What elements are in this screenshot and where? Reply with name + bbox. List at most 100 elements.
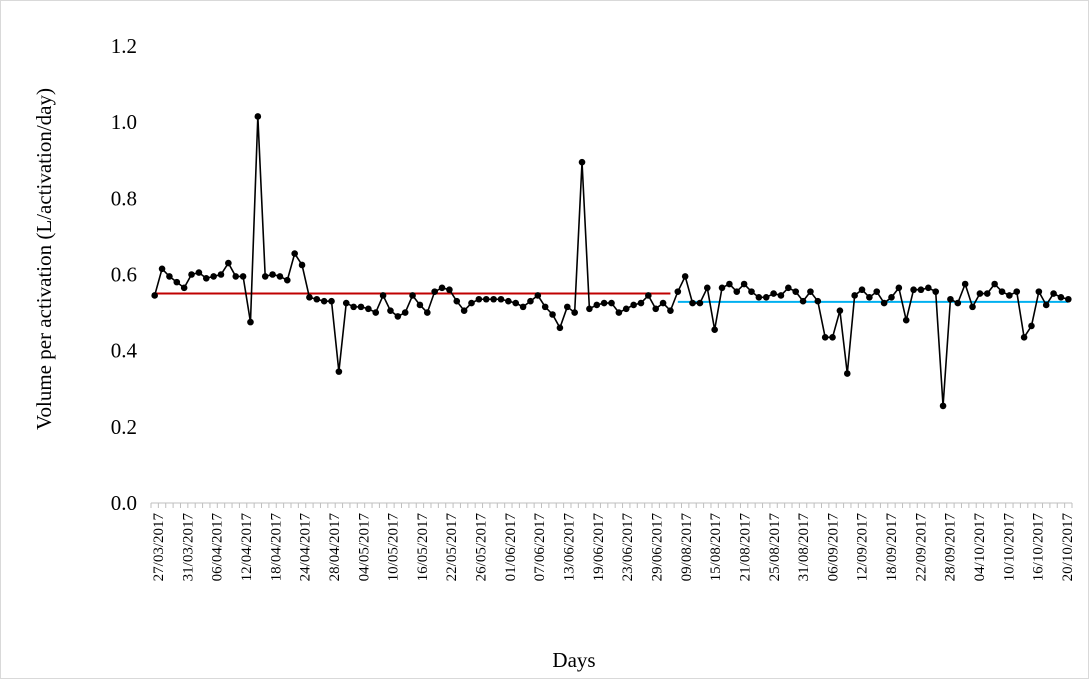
data-point — [482, 295, 490, 303]
y-tick-label: 0.2 — [111, 415, 137, 439]
data-point — [600, 299, 608, 307]
y-tick-label: 1.2 — [111, 34, 137, 58]
x-tick-label: 06/09/2017 — [825, 513, 841, 582]
x-tick-label: 20/10/2017 — [1060, 513, 1076, 582]
data-point — [733, 288, 741, 295]
data-point — [755, 294, 763, 301]
data-point — [401, 309, 409, 316]
data-point — [969, 303, 976, 311]
data-point — [497, 295, 505, 303]
data-point — [843, 370, 851, 377]
data-point — [593, 301, 601, 309]
data-point — [961, 280, 969, 288]
data-point — [711, 326, 718, 334]
data-point — [276, 273, 284, 280]
data-point — [1050, 290, 1057, 297]
x-tick-label: 12/09/2017 — [855, 513, 871, 582]
data-point — [762, 294, 770, 301]
data-point — [932, 288, 939, 295]
data-point — [836, 307, 844, 314]
x-tick-label: 12/04/2017 — [239, 513, 255, 582]
data-point — [173, 278, 181, 286]
data-point — [622, 305, 630, 313]
data-point — [409, 292, 416, 299]
data-point — [534, 292, 542, 299]
data-point — [453, 297, 461, 305]
x-tick-label: 15/08/2017 — [708, 513, 724, 582]
data-point — [394, 313, 402, 320]
data-point — [571, 309, 578, 316]
x-tick-label: 31/03/2017 — [180, 513, 196, 582]
x-tick-label: 10/10/2017 — [1001, 513, 1017, 582]
data-point — [976, 290, 984, 297]
data-point — [777, 292, 785, 299]
data-point — [431, 288, 438, 295]
data-point — [792, 288, 799, 295]
data-point — [541, 303, 549, 311]
data-point — [416, 301, 424, 309]
x-tick-label: 27/03/2017 — [151, 513, 167, 582]
data-point — [1065, 295, 1072, 303]
data-point — [158, 265, 166, 273]
data-point — [424, 309, 431, 316]
data-point — [313, 295, 321, 303]
data-point — [342, 299, 350, 307]
data-point — [667, 307, 674, 314]
data-point — [247, 318, 254, 326]
data-point — [814, 297, 822, 305]
x-tick-label: 09/08/2017 — [679, 513, 695, 582]
data-point — [151, 292, 158, 299]
x-tick-label: 16/10/2017 — [1031, 513, 1047, 582]
data-point — [505, 297, 512, 305]
data-point — [608, 299, 615, 307]
x-axis-label: Days — [552, 648, 595, 672]
x-tick-label: 28/09/2017 — [943, 513, 959, 582]
y-tick-label: 0.6 — [111, 263, 137, 287]
data-point — [880, 299, 888, 307]
data-point — [637, 299, 645, 307]
data-point — [195, 269, 203, 276]
data-point — [681, 273, 689, 280]
data-point — [1035, 288, 1043, 295]
x-tick-label: 31/08/2017 — [796, 513, 812, 582]
data-point — [460, 307, 468, 314]
data-point — [1028, 322, 1035, 330]
data-point — [335, 368, 343, 375]
data-point — [807, 288, 814, 295]
data-point — [851, 292, 858, 299]
data-point — [320, 297, 328, 305]
data-point — [269, 271, 276, 278]
data-point — [217, 271, 225, 278]
x-tick-label: 18/09/2017 — [884, 513, 900, 582]
data-point — [925, 284, 932, 292]
data-point — [563, 303, 571, 311]
x-tick-label: 22/05/2017 — [444, 513, 460, 582]
data-point — [387, 307, 394, 314]
data-point — [630, 301, 637, 309]
x-tick-label: 19/06/2017 — [591, 513, 607, 582]
data-point — [446, 286, 453, 294]
y-axis: 0.0 0.2 0.4 0.6 0.8 1.0 1.2 — [111, 34, 138, 515]
data-point — [748, 288, 755, 295]
data-point — [645, 292, 652, 299]
data-point — [166, 273, 173, 280]
x-tick-label: 26/05/2017 — [474, 513, 490, 582]
data-series — [151, 113, 1072, 410]
x-tick-label: 16/05/2017 — [415, 513, 431, 582]
data-point — [674, 288, 682, 295]
data-point — [902, 316, 910, 324]
data-point — [615, 309, 623, 316]
x-tick-label: 04/10/2017 — [972, 513, 988, 582]
data-point — [866, 294, 873, 301]
data-point — [239, 273, 247, 280]
x-tick-label: 22/09/2017 — [913, 513, 929, 582]
data-point — [556, 324, 564, 332]
data-point — [998, 288, 1006, 295]
data-point — [1020, 334, 1028, 341]
y-tick-label: 0.0 — [111, 491, 137, 515]
data-point — [652, 305, 660, 313]
data-point — [291, 250, 298, 257]
data-point — [306, 294, 313, 301]
data-point — [770, 290, 777, 297]
